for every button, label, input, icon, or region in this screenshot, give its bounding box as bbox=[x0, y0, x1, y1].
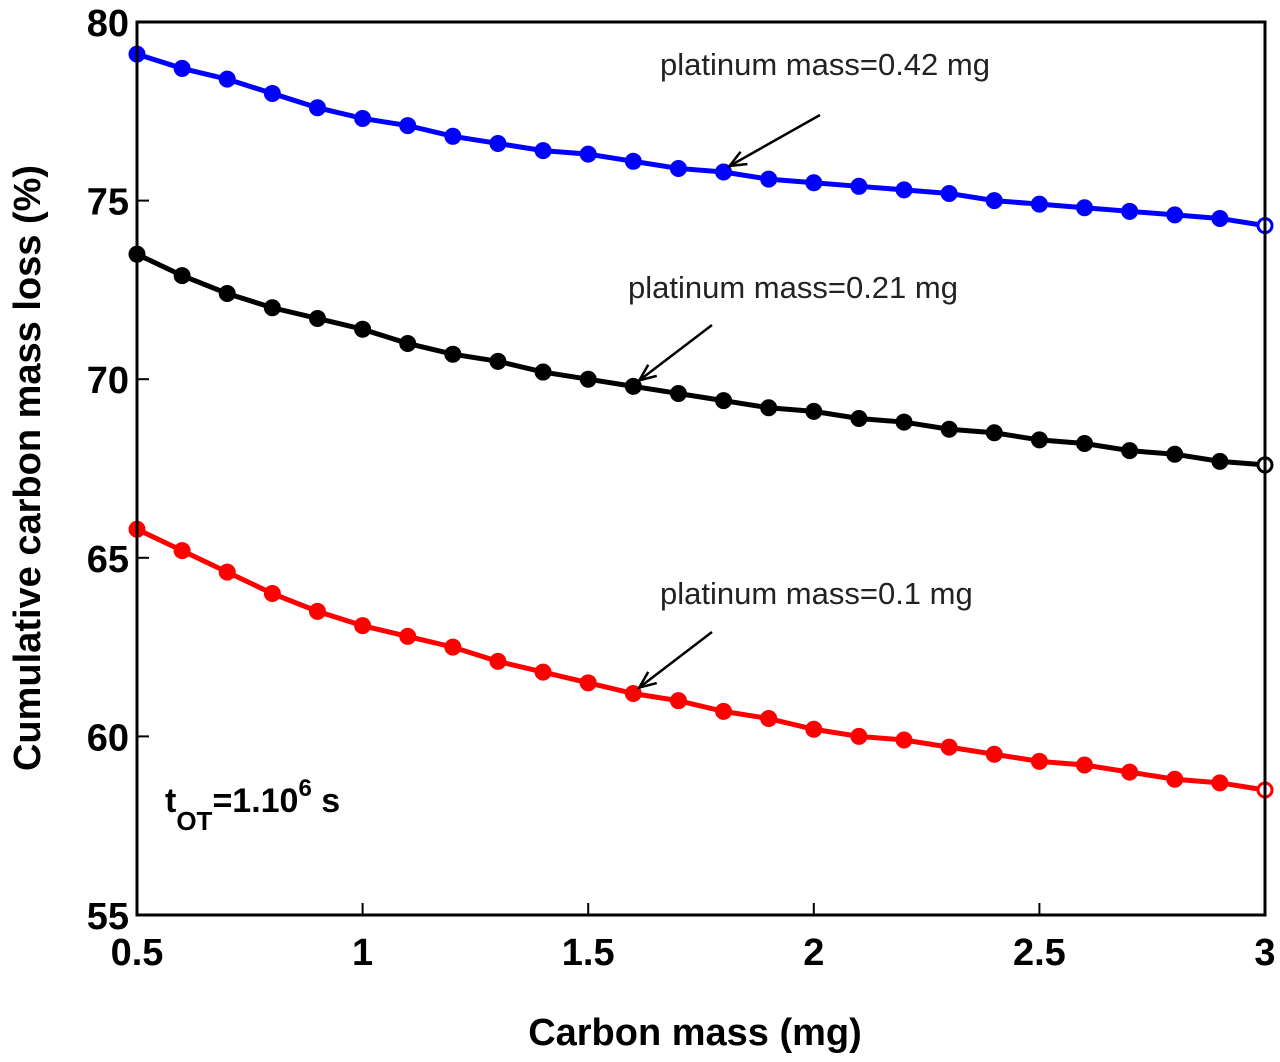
y-tick-label: 55 bbox=[87, 896, 129, 938]
data-point bbox=[354, 617, 372, 635]
data-point bbox=[805, 720, 823, 738]
arrow-head bbox=[636, 671, 658, 690]
data-point bbox=[805, 402, 823, 420]
data-point bbox=[669, 692, 687, 710]
data-point bbox=[940, 420, 958, 438]
y-tick-label: 80 bbox=[87, 3, 129, 45]
series-label: platinum mass=0.1 mg bbox=[660, 576, 973, 611]
data-point bbox=[308, 99, 326, 117]
data-point bbox=[173, 542, 191, 560]
data-point bbox=[895, 413, 913, 431]
data-point bbox=[1211, 452, 1229, 470]
data-point bbox=[218, 563, 236, 581]
data-point bbox=[579, 145, 597, 163]
y-tick-label: 60 bbox=[87, 717, 129, 759]
y-tick-label: 70 bbox=[87, 360, 129, 402]
x-tick-label: 3 bbox=[1254, 932, 1275, 974]
data-point bbox=[760, 399, 778, 417]
y-axis-label: Cumulative carbon mass loss (%) bbox=[7, 165, 49, 771]
annotation-arrow bbox=[638, 324, 713, 382]
data-point bbox=[354, 320, 372, 338]
annotation-arrow bbox=[638, 631, 713, 689]
data-point bbox=[1076, 199, 1094, 217]
data-point bbox=[805, 174, 823, 192]
data-point bbox=[760, 170, 778, 188]
data-point bbox=[850, 727, 868, 745]
data-point bbox=[624, 685, 642, 703]
x-tick-label: 0.5 bbox=[111, 932, 164, 974]
data-point bbox=[715, 702, 733, 720]
series-line bbox=[135, 526, 1266, 793]
annotation-arrow bbox=[728, 113, 821, 168]
x-axis-label: Carbon mass (mg) bbox=[528, 1012, 862, 1054]
data-point bbox=[940, 738, 958, 756]
data-point bbox=[444, 127, 462, 145]
time-annotation: tOT=1.106 s bbox=[165, 775, 340, 836]
data-point bbox=[399, 117, 417, 135]
data-point bbox=[263, 585, 281, 603]
data-point bbox=[534, 663, 552, 681]
x-tick-label: 1 bbox=[352, 932, 373, 974]
y-tick-label: 65 bbox=[87, 539, 129, 581]
data-point bbox=[444, 345, 462, 363]
data-point bbox=[218, 284, 236, 302]
data-point bbox=[1076, 434, 1094, 452]
data-point bbox=[354, 109, 372, 127]
data-point bbox=[850, 409, 868, 427]
data-point bbox=[579, 674, 597, 692]
data-point bbox=[218, 70, 236, 88]
data-point bbox=[715, 392, 733, 410]
data-point bbox=[534, 142, 552, 160]
data-point bbox=[263, 84, 281, 102]
data-point bbox=[173, 59, 191, 77]
data-point bbox=[1121, 763, 1139, 781]
data-point bbox=[1121, 202, 1139, 220]
data-point bbox=[940, 184, 958, 202]
x-tick-label: 1.5 bbox=[562, 932, 615, 974]
data-point bbox=[985, 192, 1003, 210]
data-point bbox=[760, 710, 778, 728]
x-tick-label: 2.5 bbox=[1013, 932, 1066, 974]
data-point bbox=[399, 627, 417, 645]
data-point bbox=[1121, 442, 1139, 460]
data-point bbox=[669, 384, 687, 402]
data-point bbox=[308, 602, 326, 620]
y-tick-label: 75 bbox=[87, 182, 129, 224]
data-point bbox=[1166, 206, 1184, 224]
data-point bbox=[985, 745, 1003, 763]
series-label: platinum mass=0.21 mg bbox=[628, 270, 958, 305]
arrow-head bbox=[726, 151, 748, 168]
data-point bbox=[489, 652, 507, 670]
data-point bbox=[895, 181, 913, 199]
data-point bbox=[579, 370, 597, 388]
data-point bbox=[669, 159, 687, 177]
data-point bbox=[173, 267, 191, 285]
data-point bbox=[715, 163, 733, 181]
data-point bbox=[444, 638, 462, 656]
data-point bbox=[534, 363, 552, 381]
data-point bbox=[1211, 774, 1229, 792]
data-point bbox=[399, 334, 417, 352]
x-tick-label: 2 bbox=[803, 932, 824, 974]
series-label: platinum mass=0.42 mg bbox=[660, 47, 990, 82]
data-point bbox=[308, 309, 326, 327]
plot-frame bbox=[135, 20, 1267, 917]
data-point bbox=[1076, 756, 1094, 774]
data-point bbox=[985, 424, 1003, 442]
data-point bbox=[624, 152, 642, 170]
data-point bbox=[850, 177, 868, 195]
arrow-head bbox=[636, 364, 658, 383]
data-point bbox=[1030, 752, 1048, 770]
data-point bbox=[1211, 209, 1229, 227]
data-point bbox=[1166, 770, 1184, 788]
data-point bbox=[624, 377, 642, 395]
data-point bbox=[1030, 431, 1048, 449]
data-point bbox=[489, 352, 507, 370]
data-point bbox=[489, 134, 507, 152]
data-point bbox=[895, 731, 913, 749]
data-point bbox=[1166, 445, 1184, 463]
data-point bbox=[1030, 195, 1048, 213]
data-point bbox=[263, 299, 281, 317]
